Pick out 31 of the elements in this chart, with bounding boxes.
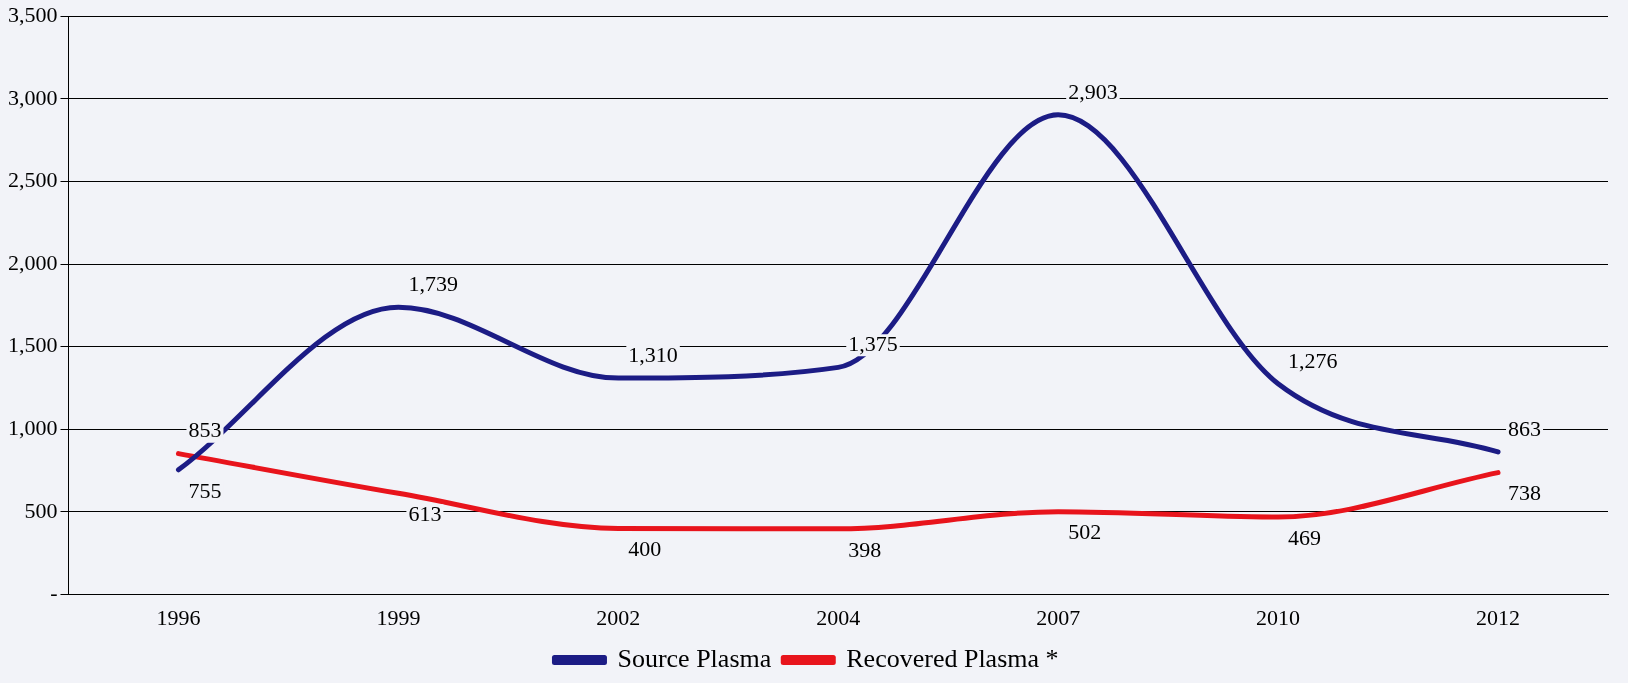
- x-tick-label: 2007: [1036, 604, 1081, 630]
- data-label: 1,310: [628, 341, 678, 367]
- data-label: 1,276: [1288, 347, 1338, 373]
- data-label: 1,375: [848, 331, 898, 357]
- y-tick-label: 1,500: [8, 332, 58, 358]
- data-label: 502: [1068, 519, 1102, 545]
- data-label: 613: [408, 501, 442, 527]
- data-label: 863: [1508, 415, 1542, 441]
- data-label: 853: [188, 417, 222, 443]
- data-label: 2,903: [1068, 78, 1118, 104]
- y-tick-label: -: [50, 580, 58, 606]
- data-label: 755: [188, 477, 222, 503]
- y-tick-label: 3,000: [8, 84, 58, 110]
- data-label: 469: [1288, 524, 1322, 550]
- data-label: 1,739: [408, 271, 458, 296]
- data-label: 400: [628, 536, 662, 562]
- x-tick-label: 2010: [1256, 604, 1301, 630]
- data-label: 738: [1508, 480, 1542, 506]
- x-tick-label: 1999: [376, 604, 421, 630]
- x-tick-label: 2002: [596, 604, 641, 630]
- y-tick-label: 2,500: [8, 167, 58, 193]
- legend-label: Recovered Plasma *: [846, 643, 1059, 673]
- y-tick-label: 3,500: [8, 1, 58, 27]
- y-tick-label: 1,000: [8, 415, 58, 441]
- data-label: 398: [848, 536, 882, 562]
- legend-label: Source Plasma: [617, 643, 772, 673]
- y-tick-label: 2,000: [8, 249, 58, 275]
- x-tick-label: 1996: [156, 604, 201, 630]
- y-tick-label: 500: [24, 497, 58, 523]
- x-tick-label: 2012: [1476, 604, 1521, 630]
- x-tick-label: 2004: [816, 604, 861, 630]
